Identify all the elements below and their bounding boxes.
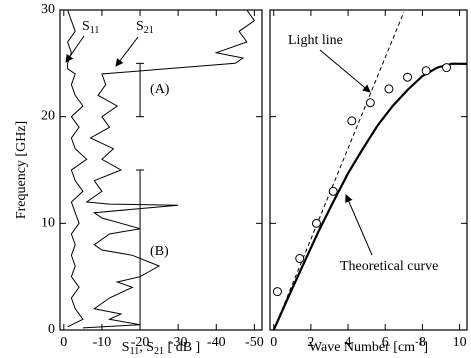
x-axis-label: Wave Number [cm-1​] — [309, 337, 428, 355]
x-tick-label: -20 — [131, 335, 150, 350]
data-point — [347, 116, 357, 126]
x-tick-label: 6 — [382, 335, 389, 350]
x-tick-label: -40 — [207, 335, 226, 350]
y-tick-label: 10 — [41, 216, 55, 231]
arrow — [319, 49, 371, 93]
y-tick-label: 0 — [48, 322, 55, 337]
x-tick-label: 8 — [419, 335, 426, 350]
series-label: Light line — [288, 33, 343, 48]
data-point — [272, 287, 282, 297]
data-point — [295, 254, 305, 264]
arrow — [345, 194, 373, 256]
data-line — [272, 62, 468, 331]
data-point — [311, 218, 321, 228]
y-tick-label: 30 — [41, 2, 55, 17]
series-label: S11​ — [82, 19, 99, 36]
x-axis-label: S11​, S21​ [ dB ] — [122, 340, 200, 357]
data-point — [421, 66, 431, 76]
arrow — [115, 36, 139, 67]
x-tick-label: 10 — [453, 335, 467, 350]
x-tick-label: 2 — [307, 335, 314, 350]
data-line — [273, 11, 405, 331]
range-label: (A) — [150, 82, 170, 97]
data-point — [365, 98, 375, 108]
x-tick-label: 0 — [270, 335, 277, 350]
arrow — [65, 35, 85, 63]
data-line — [82, 9, 256, 329]
x-tick-label: -30 — [169, 335, 188, 350]
data-point — [442, 63, 452, 73]
data-point — [403, 72, 413, 82]
series-label: S21​ — [136, 19, 154, 36]
data-point — [384, 84, 394, 94]
range-label: (B) — [150, 244, 169, 259]
y-tick-label: 20 — [41, 109, 55, 124]
data-point — [328, 186, 338, 196]
plot-frame — [59, 9, 263, 331]
x-tick-label: -10 — [93, 335, 112, 350]
plot-frame — [269, 9, 468, 331]
x-tick-label: -50 — [245, 335, 264, 350]
x-tick-label: 4 — [345, 335, 352, 350]
y-axis-label: Frequency [GHz] — [14, 121, 29, 219]
x-tick-label: 0 — [60, 335, 67, 350]
data-line — [67, 9, 88, 328]
series-label: Theoretical curve — [340, 259, 438, 274]
